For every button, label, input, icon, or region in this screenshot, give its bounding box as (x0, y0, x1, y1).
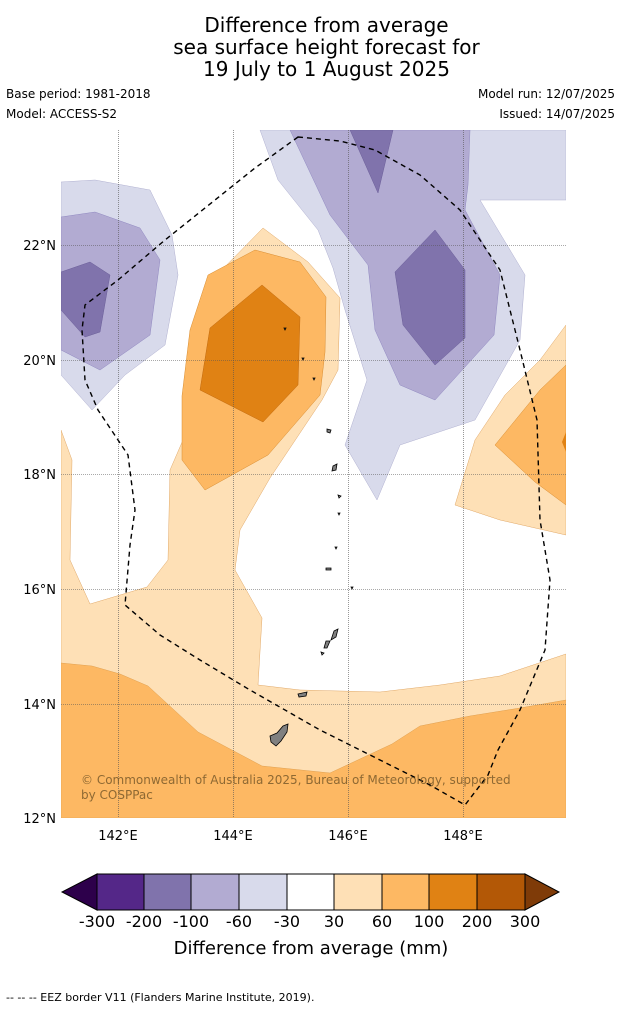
maug-island (301, 357, 305, 361)
asuncion-island (312, 377, 316, 381)
contour-100-200-center (199, 284, 301, 423)
copyright-line-2: by COSPPac (81, 788, 153, 802)
contour-30-60-south (61, 227, 566, 818)
colorbar-tick: 30 (324, 912, 344, 931)
lon-label-142: 142°E (98, 829, 138, 844)
lat-label-18: 18°N (23, 468, 56, 483)
model-label: Model: ACCESS-S2 (6, 107, 118, 121)
colorbar-tick: 300 (510, 912, 541, 931)
anatahan-island (325, 567, 332, 571)
colorbar-swatch (143, 873, 192, 911)
gridlines (61, 130, 566, 818)
eez-border (81, 136, 551, 806)
colorbar-label: Difference from average (mm) (174, 938, 449, 959)
latitude-labels: 22°N 20°N 18°N 16°N 14°N 12°N (23, 239, 56, 827)
issued-label: Issued: 14/07/2025 (499, 107, 615, 121)
colorbar-tick: -30 (274, 912, 300, 931)
colorbar-swatch (96, 873, 145, 911)
aguijan-island (320, 651, 325, 656)
colorbar-swatch (190, 873, 240, 911)
contour-fields (61, 130, 566, 818)
pagan-island (331, 463, 338, 472)
islands (269, 327, 354, 747)
lon-label-146: 146°E (328, 829, 368, 844)
colorbar-max-extension (524, 873, 561, 911)
colorbar-swatch (428, 873, 478, 911)
colorbar-tick: 200 (462, 912, 493, 931)
colorbar-tick: -60 (226, 912, 252, 931)
colorbar-swatch (286, 873, 335, 911)
tinian-island (323, 640, 331, 649)
colorbar-swatch (381, 873, 430, 911)
lat-label-16: 16°N (23, 583, 56, 598)
contour-60-100-east (494, 364, 566, 506)
colorbar-tick: -300 (79, 912, 115, 931)
alamagan-island (337, 494, 342, 499)
guguan-island (337, 512, 341, 516)
contour-100-200-east (562, 432, 566, 452)
guam-island (269, 723, 289, 747)
sarigan-island (334, 546, 338, 550)
longitude-labels: 142°E 144°E 146°E 148°E (98, 829, 483, 844)
farallon-island (283, 327, 287, 331)
colorbar-tick: 100 (414, 912, 445, 931)
rota-island (297, 691, 308, 698)
agrihan-island (326, 428, 332, 434)
title-line-3: 19 July to 1 August 2025 (203, 57, 450, 81)
lat-label-20: 20°N (23, 354, 56, 369)
lat-label-14: 14°N (23, 698, 56, 713)
map-title: Difference from average sea surface heig… (0, 14, 621, 80)
copyright-line-1: © Commonwealth of Australia 2025, Bureau… (81, 773, 511, 787)
colorbar-swatch (476, 873, 526, 911)
lat-label-12: 12°N (23, 812, 56, 827)
title-line-1: Difference from average (204, 13, 449, 37)
colorbar-swatch (333, 873, 383, 911)
lon-label-144: 144°E (213, 829, 253, 844)
model-run-label: Model run: 12/07/2025 (477, 87, 615, 101)
colorbar-swatch (238, 873, 288, 911)
base-period-label: Base period: 1981-2018 (6, 87, 151, 101)
eez-footnote: -- -- -- EEZ border V11 (Flanders Marine… (6, 991, 315, 1004)
contour-60-100-south (61, 662, 566, 818)
colorbar-tick: 60 (372, 912, 392, 931)
saipan-island (330, 628, 339, 641)
small-island-east (350, 586, 354, 590)
contour-m100-m200-ne2 (394, 229, 466, 366)
lon-label-148: 148°E (443, 829, 483, 844)
colorbar-tick: -100 (173, 912, 209, 931)
contour-m100-m200-west (61, 261, 111, 338)
title-line-2: sea surface height forecast for (173, 35, 480, 59)
colorbar-min-extension (60, 873, 98, 911)
colorbar: -300 -200 -100 -60 -30 30 60 100 200 300… (60, 873, 561, 959)
lat-label-22: 22°N (23, 239, 56, 254)
colorbar-tick: -200 (126, 912, 162, 931)
